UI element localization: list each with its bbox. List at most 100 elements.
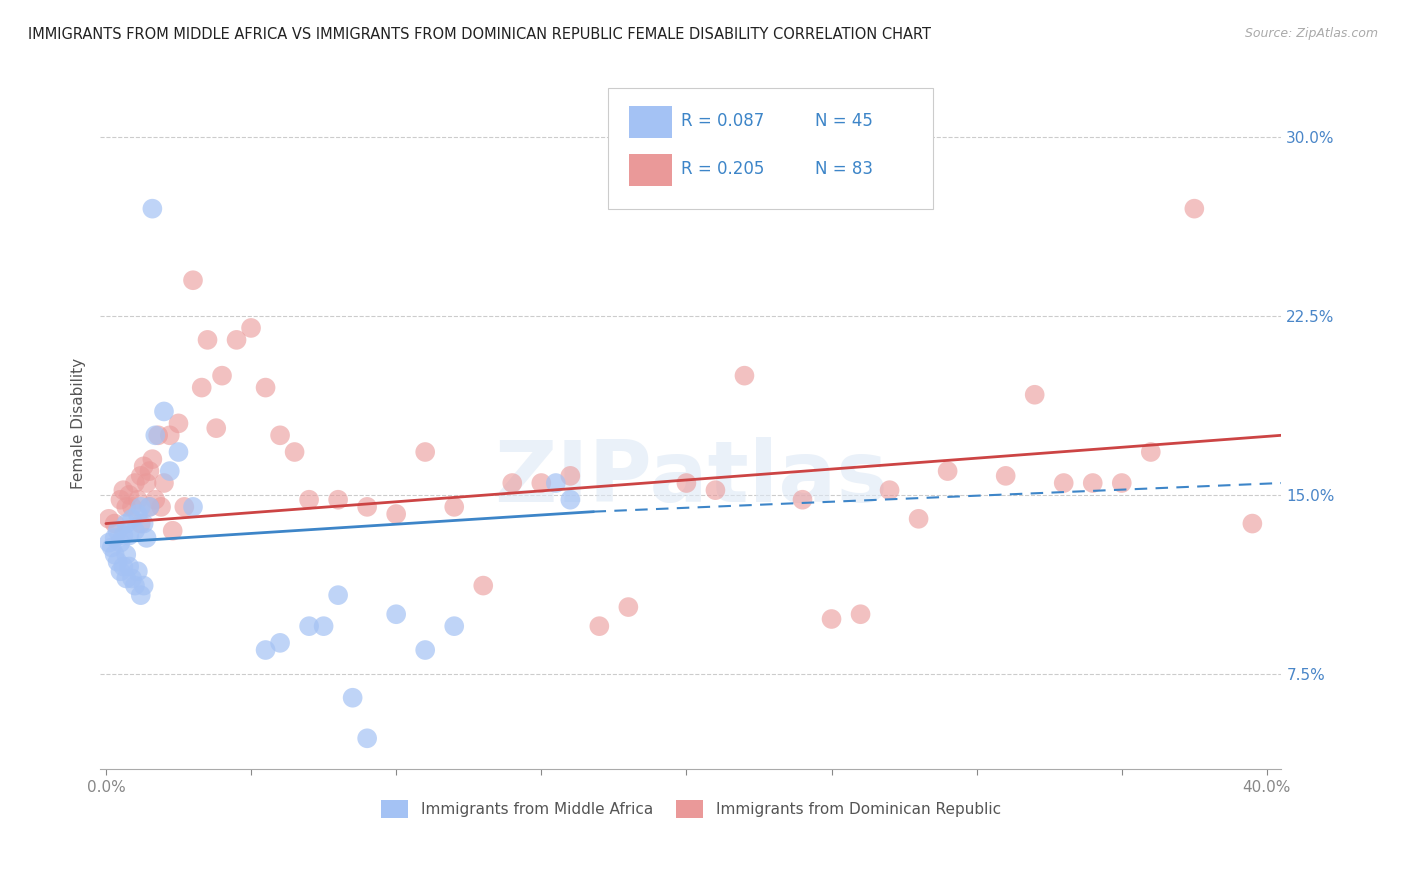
Point [107, 524, 129, 538]
Point [112, 528, 135, 542]
Point [138, 464, 160, 478]
Point [269, 428, 291, 442]
Point [132, 459, 155, 474]
Point [617, 600, 640, 615]
Point [560, 492, 582, 507]
Point [443, 500, 465, 514]
Point [159, 464, 181, 478]
Point [150, 500, 173, 514]
Point [326, 588, 349, 602]
Point [104, 548, 127, 562]
Point [181, 500, 204, 514]
Point [254, 643, 277, 657]
Point [413, 643, 436, 657]
Point [298, 492, 321, 507]
Point [240, 321, 263, 335]
Point [127, 507, 149, 521]
Point [588, 619, 610, 633]
Point [143, 492, 166, 507]
Point [153, 475, 176, 490]
Point [530, 475, 553, 490]
Text: N = 83: N = 83 [815, 161, 873, 178]
Point [110, 535, 132, 549]
FancyBboxPatch shape [630, 154, 672, 186]
Point [104, 516, 127, 531]
Point [129, 516, 152, 531]
Point [124, 524, 146, 538]
Point [1111, 475, 1133, 490]
Point [385, 507, 408, 521]
Point [127, 564, 149, 578]
Point [190, 381, 212, 395]
Point [1053, 475, 1076, 490]
Point [733, 368, 755, 383]
Text: IMMIGRANTS FROM MIDDLE AFRICA VS IMMIGRANTS FROM DOMINICAN REPUBLIC FEMALE DISAB: IMMIGRANTS FROM MIDDLE AFRICA VS IMMIGRA… [28, 27, 931, 42]
Point [124, 475, 146, 490]
Point [792, 492, 814, 507]
Point [107, 555, 129, 569]
Point [936, 464, 959, 478]
Point [132, 579, 155, 593]
FancyBboxPatch shape [630, 106, 672, 137]
Point [159, 428, 181, 442]
Point [104, 531, 127, 545]
Point [1139, 445, 1161, 459]
Point [118, 488, 141, 502]
Point [560, 468, 582, 483]
Text: R = 0.205: R = 0.205 [682, 161, 765, 178]
Point [141, 452, 163, 467]
Point [118, 559, 141, 574]
Point [1081, 475, 1104, 490]
Point [148, 428, 170, 442]
Point [112, 483, 135, 498]
Point [141, 202, 163, 216]
Point [129, 468, 152, 483]
Point [1024, 388, 1046, 402]
Point [879, 483, 901, 498]
Point [97, 535, 120, 549]
Point [110, 564, 132, 578]
Point [326, 492, 349, 507]
Point [994, 468, 1017, 483]
Point [121, 512, 143, 526]
Point [121, 571, 143, 585]
Point [100, 541, 122, 555]
Point [1182, 202, 1205, 216]
Point [675, 475, 697, 490]
Point [143, 428, 166, 442]
Point [704, 483, 727, 498]
Point [298, 619, 321, 633]
Point [254, 381, 277, 395]
Text: R = 0.087: R = 0.087 [682, 112, 765, 130]
Point [413, 445, 436, 459]
Point [135, 531, 157, 545]
Point [115, 500, 138, 514]
Point [138, 500, 160, 514]
Point [129, 588, 152, 602]
Text: Source: ZipAtlas.com: Source: ZipAtlas.com [1244, 27, 1378, 40]
Point [167, 417, 190, 431]
Point [153, 404, 176, 418]
Point [385, 607, 408, 622]
Point [820, 612, 842, 626]
Point [211, 368, 233, 383]
Point [443, 619, 465, 633]
Point [115, 571, 138, 585]
Point [167, 445, 190, 459]
Point [135, 475, 157, 490]
Point [162, 524, 184, 538]
Text: ZIPatlas: ZIPatlas [494, 437, 887, 520]
Point [181, 273, 204, 287]
Point [501, 475, 523, 490]
Point [544, 475, 567, 490]
Point [205, 421, 228, 435]
Point [907, 512, 929, 526]
Point [1241, 516, 1264, 531]
Point [284, 445, 307, 459]
Point [118, 528, 141, 542]
Point [197, 333, 219, 347]
Point [121, 500, 143, 514]
Point [110, 492, 132, 507]
Point [173, 500, 195, 514]
Point [138, 500, 160, 514]
